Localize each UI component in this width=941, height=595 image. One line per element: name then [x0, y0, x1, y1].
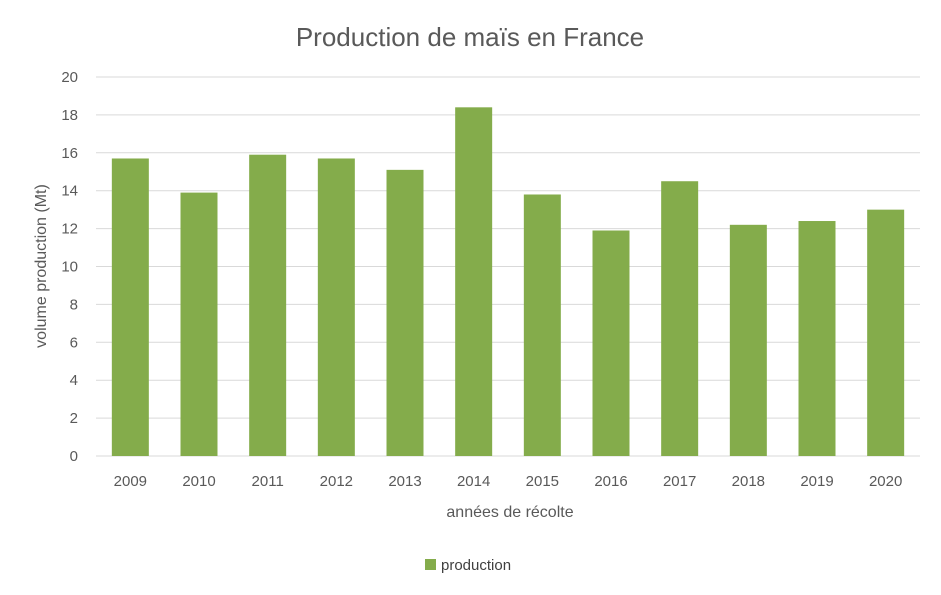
- legend-label: production: [441, 557, 511, 574]
- bars: [111, 107, 905, 457]
- x-tick-label: 2013: [388, 473, 421, 490]
- x-tick-label: 2012: [320, 473, 353, 490]
- y-tick-label: 2: [70, 410, 78, 427]
- legend: production: [425, 557, 511, 574]
- bar-2018: [729, 224, 767, 456]
- bar-2019: [798, 221, 836, 456]
- x-tick-label: 2019: [800, 473, 833, 490]
- y-tick-label: 14: [61, 183, 78, 200]
- y-tick-label: 4: [70, 372, 78, 389]
- y-tick-label: 18: [61, 107, 78, 124]
- bar-2016: [592, 230, 630, 456]
- y-tick-label: 20: [61, 69, 78, 86]
- bar-2013: [386, 169, 424, 457]
- bar-2014: [455, 107, 493, 456]
- x-tick-label: 2009: [114, 473, 147, 490]
- y-tick-label: 16: [61, 145, 78, 162]
- y-tick-label: 0: [70, 448, 78, 465]
- x-axis-ticks: 2009 2010 2011 2012 2013 2014 2015 2016 2017 2018…: [114, 473, 903, 490]
- bar-2010: [180, 192, 218, 456]
- chart-title: Production de maïs en France: [296, 22, 644, 52]
- x-axis-label: années de récolte: [446, 504, 573, 521]
- y-axis-ticks: 0 2 4 6 8 10 12 14 16 18 20: [61, 69, 78, 465]
- y-tick-label: 12: [61, 221, 78, 238]
- y-tick-label: 6: [70, 334, 78, 351]
- y-tick-label: 10: [61, 259, 78, 276]
- bar-2017: [661, 181, 699, 456]
- x-tick-label: 2017: [663, 473, 696, 490]
- x-tick-label: 2018: [732, 473, 765, 490]
- bar-2009: [111, 158, 149, 457]
- bar-2011: [249, 154, 287, 456]
- bar-2015: [523, 194, 561, 457]
- x-tick-label: 2011: [252, 473, 284, 490]
- x-tick-label: 2010: [182, 473, 215, 490]
- y-axis-label: volume production (Mt): [33, 184, 50, 348]
- y-tick-label: 8: [70, 296, 78, 313]
- bar-2020: [867, 209, 905, 456]
- x-tick-label: 2016: [594, 473, 627, 490]
- legend-swatch: [425, 559, 436, 570]
- bar-2012: [317, 158, 355, 457]
- x-tick-label: 2014: [457, 473, 490, 490]
- gridlines: [96, 76, 920, 457]
- x-tick-label: 2020: [869, 473, 902, 490]
- x-tick-label: 2015: [526, 473, 559, 490]
